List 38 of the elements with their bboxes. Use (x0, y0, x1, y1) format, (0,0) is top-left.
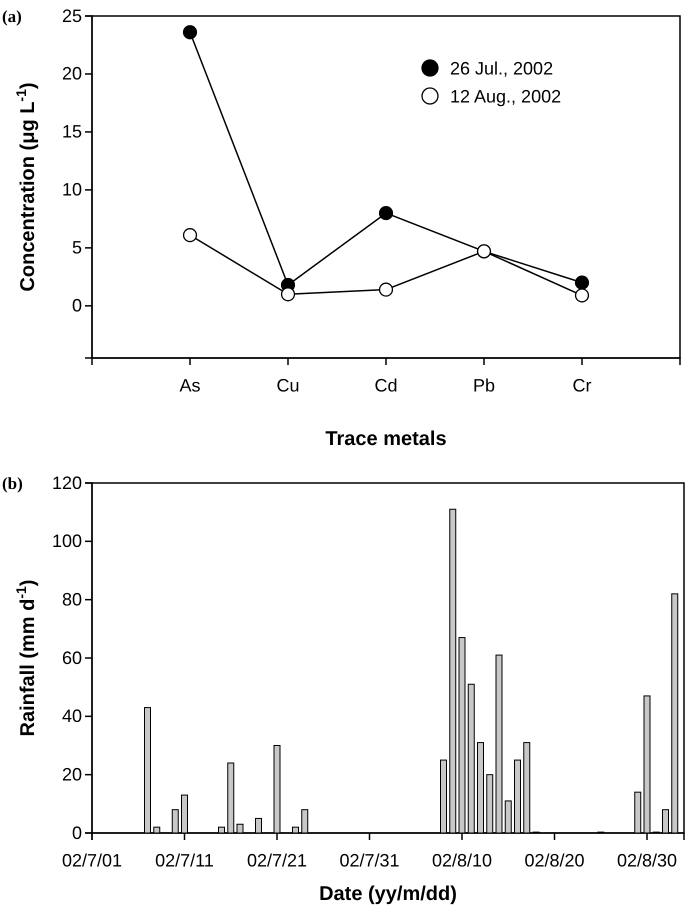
x-tick-label: Pb (472, 375, 496, 396)
x-tick-label: 02/8/20 (524, 850, 585, 870)
chart-title: (b) (2, 474, 23, 493)
x-tick-label: Cu (276, 375, 300, 396)
y-tick-label: 120 (52, 472, 82, 493)
x-tick-label: As (179, 375, 201, 396)
x-tick-label: 02/7/11 (155, 850, 214, 870)
y-tick-label: 60 (62, 648, 82, 668)
y-tick-label: 0 (72, 822, 82, 843)
point (574, 276, 590, 290)
point (280, 287, 296, 302)
y-tick-label: 20 (62, 764, 82, 784)
x-tick-label: 02/8/30 (616, 850, 678, 870)
chart-title: (a) (2, 7, 22, 26)
x-tick-label: 02/7/31 (339, 850, 400, 870)
point (182, 25, 198, 40)
y-tick-label: 5 (72, 238, 82, 258)
point (182, 228, 198, 242)
y-tick-label: 80 (62, 589, 82, 610)
point (378, 282, 394, 297)
y-tick-label: 0 (72, 296, 82, 316)
point (378, 206, 394, 220)
y-tick-label: 25 (62, 6, 82, 26)
x-tick-label: 02/8/10 (432, 850, 492, 870)
legend-label: 12 Aug., 2002 (450, 86, 562, 106)
y-tick-label: 10 (62, 180, 82, 200)
x-axis-title: Trace metals (325, 428, 447, 450)
y-tick-label: 15 (62, 122, 82, 142)
point (574, 288, 590, 302)
x-axis-title: Date (yy/m/dd) (319, 883, 457, 905)
x-tick-label: 02/7/21 (246, 850, 308, 870)
x-tick-label: 02/7/01 (62, 850, 122, 870)
legend-label: 26 Jul., 2002 (450, 58, 554, 78)
y-tick-label: 20 (62, 64, 82, 84)
x-tick-label: Cd (374, 375, 398, 396)
y-tick-label: 100 (52, 531, 82, 552)
y-tick-label: 40 (62, 706, 82, 726)
x-tick-label: Cr (572, 375, 592, 396)
